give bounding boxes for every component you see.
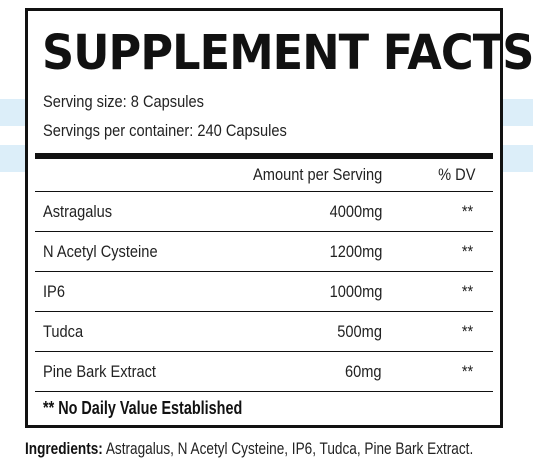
ingredients-text: Astragalus, N Acetyl Cysteine, IP6, Tudc… (102, 439, 474, 458)
ingredient-amount: 4000mg (329, 202, 382, 221)
servings-per-container: Servings per container: 240 Capsules (43, 121, 287, 140)
ingredient-name: IP6 (43, 282, 65, 301)
daily-value-footnote: ** No Daily Value Established (43, 398, 243, 418)
table-row: Astragalus 4000mg ** (35, 192, 493, 232)
panel-title: SUPPLEMENT FACTS (42, 25, 533, 81)
ingredient-amount: 1000mg (329, 282, 382, 301)
ingredient-amount: 500mg (337, 322, 382, 341)
ingredient-dv: ** (461, 202, 473, 221)
ingredient-amount: 1200mg (329, 242, 382, 261)
ingredient-dv: ** (461, 282, 473, 301)
table-header-row: Amount per Serving % DV (35, 159, 493, 192)
ingredient-name: Tudca (43, 322, 84, 341)
ingredient-dv: ** (461, 242, 473, 261)
ingredient-name: N Acetyl Cysteine (43, 242, 158, 261)
dv-column-header: % DV (437, 165, 475, 184)
ingredient-dv: ** (461, 322, 473, 341)
amount-column-header: Amount per Serving (252, 165, 382, 184)
ingredients-label: Ingredients: (25, 439, 103, 458)
ingredient-amount: 60mg (345, 362, 382, 381)
table-row: N Acetyl Cysteine 1200mg ** (35, 232, 493, 272)
ingredient-dv: ** (461, 362, 473, 381)
table-row: Pine Bark Extract 60mg ** (35, 352, 493, 392)
serving-size: Serving size: 8 Capsules (43, 92, 204, 111)
ingredients-line: Ingredients: Astragalus, N Acetyl Cystei… (25, 439, 473, 459)
ingredient-name: Pine Bark Extract (43, 362, 156, 381)
table-row: Tudca 500mg ** (35, 312, 493, 352)
table-row: IP6 1000mg ** (35, 272, 493, 312)
supplement-facts-panel: SUPPLEMENT FACTS Serving size: 8 Capsule… (25, 8, 533, 428)
thick-divider (35, 153, 493, 159)
ingredient-name: Astragalus (43, 202, 113, 221)
